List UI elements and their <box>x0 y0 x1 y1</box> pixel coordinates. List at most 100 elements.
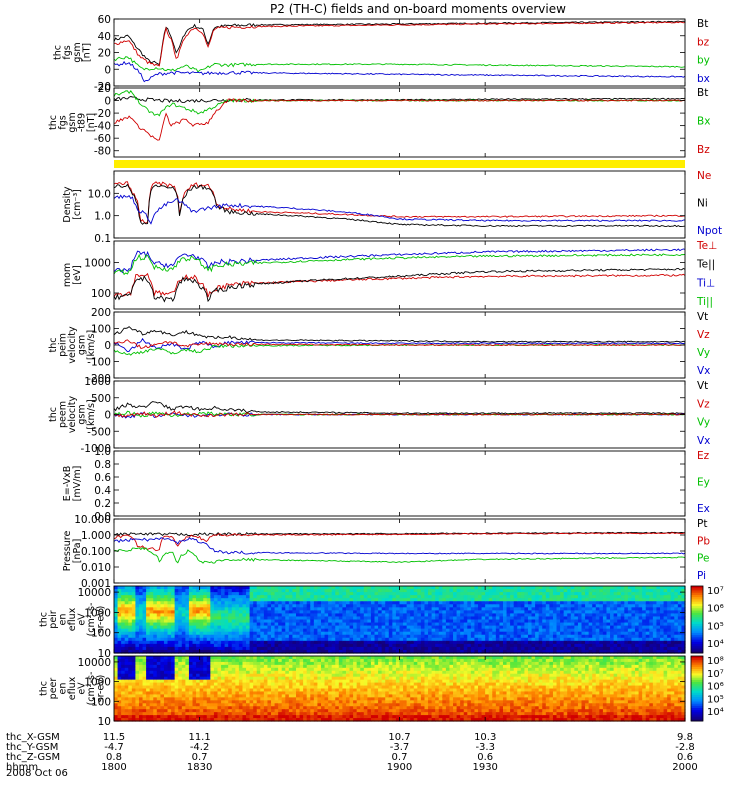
heatmap-cell <box>449 646 454 651</box>
heatmap-cell <box>260 640 265 645</box>
heatmap-cell <box>192 637 197 642</box>
heatmap-cell <box>527 613 533 618</box>
heatmap-cell <box>481 604 486 608</box>
heatmap-cell <box>531 601 536 605</box>
heatmap-cell <box>470 646 476 651</box>
heatmap-cell <box>453 637 458 642</box>
heatmap-cell <box>192 625 197 630</box>
heatmap-cell <box>224 706 229 710</box>
heatmap-cell <box>674 595 679 599</box>
heatmap-cell <box>217 601 222 605</box>
heatmap-cell <box>453 646 458 651</box>
heatmap-cell <box>181 667 186 672</box>
heatmap-cell <box>406 604 411 608</box>
heatmap-cell <box>149 610 154 615</box>
heatmap-cell <box>256 634 261 639</box>
heatmap-cell <box>453 640 458 645</box>
heatmap-cell <box>363 634 368 639</box>
heatmap-cell <box>178 619 183 624</box>
heatmap-cell <box>499 616 504 621</box>
heatmap-cell <box>142 682 147 687</box>
heatmap-cell <box>267 646 272 651</box>
heatmap-cell <box>642 586 647 590</box>
heatmap-cell <box>271 656 276 660</box>
heatmap-cell <box>181 643 186 648</box>
heatmap-cell <box>570 631 575 636</box>
heatmap-cell <box>256 694 261 698</box>
heatmap-cell <box>260 712 265 716</box>
heatmap-cell <box>563 649 568 654</box>
y-axis-label-line: (cm²-s- <box>86 603 97 637</box>
heatmap-cell <box>374 634 379 639</box>
heatmap-cell <box>238 658 244 663</box>
heatmap-cell <box>228 703 233 707</box>
heatmap-cell <box>217 679 222 684</box>
heatmap-cell <box>160 622 165 627</box>
heatmap-cell <box>246 646 251 651</box>
heatmap-cell <box>403 595 408 599</box>
heatmap-cell <box>217 718 222 722</box>
heatmap-cell <box>517 592 522 596</box>
heatmap-cell <box>549 631 554 636</box>
heatmap-cell <box>242 676 247 681</box>
heatmap-cell <box>149 703 154 707</box>
heatmap-cell <box>485 643 490 648</box>
heatmap-cell <box>249 628 254 633</box>
heatmap-cell <box>338 640 343 645</box>
heatmap-cell <box>149 700 154 704</box>
heatmap-cell <box>306 598 311 602</box>
heatmap-cell <box>256 667 261 672</box>
heatmap-cell <box>146 712 151 716</box>
heatmap-cell <box>160 688 165 693</box>
heatmap-cell <box>345 610 351 615</box>
heatmap-cell <box>199 697 204 701</box>
heatmap-cell <box>567 592 572 596</box>
heatmap-cell <box>163 616 169 621</box>
heatmap-cell <box>656 601 661 605</box>
series-line-Vx <box>113 337 686 353</box>
heatmap-cell <box>138 592 144 596</box>
heatmap-cell <box>552 595 558 599</box>
heatmap-cell <box>249 613 254 618</box>
heatmap-cell <box>649 625 654 630</box>
heatmap-cell <box>378 613 383 618</box>
heatmap-cell <box>171 616 176 621</box>
heatmap-cell <box>231 625 236 630</box>
heatmap-cell <box>135 676 140 681</box>
heatmap-cell <box>670 637 675 642</box>
heatmap-cell <box>146 646 151 651</box>
heatmap-cell <box>142 592 147 596</box>
heatmap-cell <box>292 607 297 611</box>
heatmap-cell <box>349 646 354 651</box>
heatmap-cell <box>517 634 522 639</box>
heatmap-cell <box>121 661 126 666</box>
heatmap-cell <box>356 616 361 621</box>
heatmap-cell <box>217 688 222 693</box>
y-tick-label: -1000 <box>80 443 111 455</box>
heatmap-cell <box>138 685 144 690</box>
heatmap-cell <box>146 634 151 639</box>
heatmap-cell <box>428 646 433 651</box>
heatmap-cell <box>556 646 561 651</box>
heatmap-cell <box>256 685 261 690</box>
y-axis-label: E=-VxB[mV/m] <box>62 466 83 502</box>
heatmap-cell <box>146 595 151 599</box>
heatmap-cell <box>238 628 244 633</box>
heatmap-cell <box>185 706 190 710</box>
heatmap-cell <box>435 616 440 621</box>
heatmap-cell <box>431 640 436 645</box>
heatmap-cell <box>527 595 533 599</box>
heatmap-cell <box>374 604 379 608</box>
heatmap-cell <box>138 619 144 624</box>
heatmap-cell <box>367 628 372 633</box>
heatmap-cell <box>246 607 251 611</box>
heatmap-cell <box>485 625 490 630</box>
heatmap-cell <box>156 625 161 630</box>
heatmap-cell <box>228 637 233 642</box>
heatmap-cell <box>674 610 679 615</box>
heatmap-cell <box>231 613 236 618</box>
heatmap-cell <box>185 661 190 666</box>
heatmap-cell <box>174 625 179 630</box>
heatmap-cell <box>638 598 643 602</box>
heatmap-cell <box>246 712 251 716</box>
